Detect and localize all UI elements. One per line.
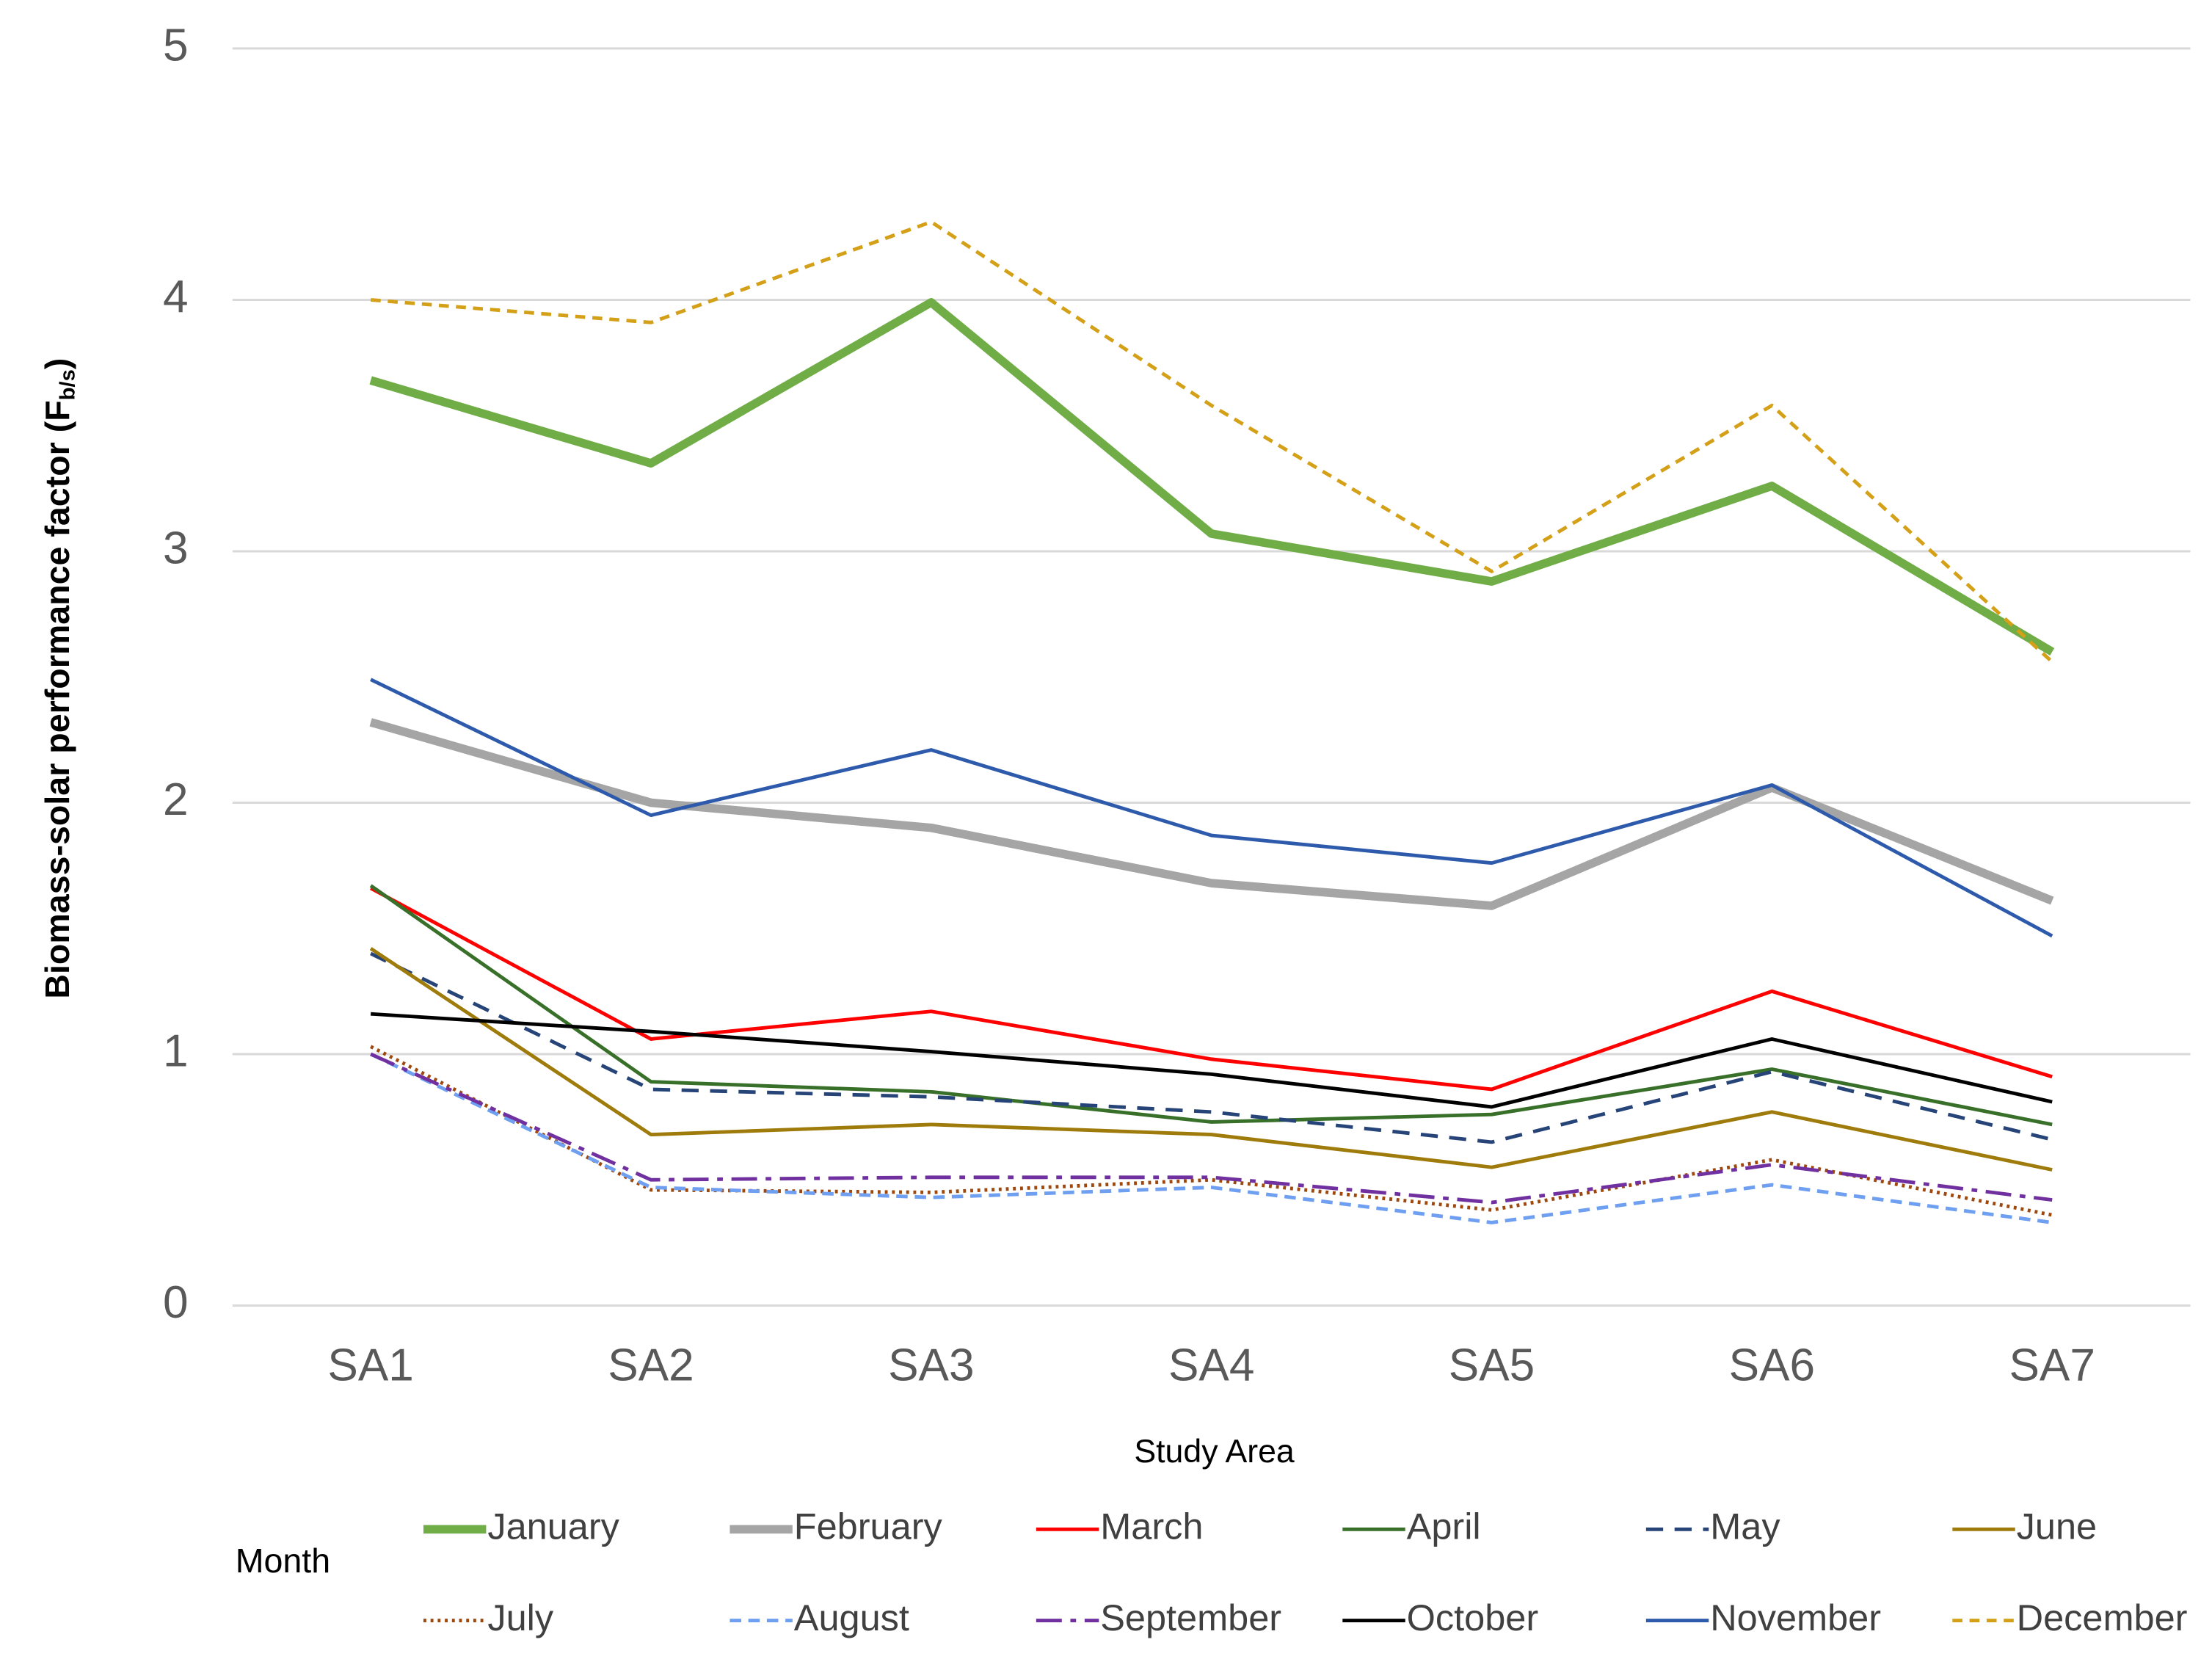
- legend-label: July: [487, 1597, 554, 1638]
- series-line: [370, 1012, 2053, 1109]
- x-tick-label: SA3: [888, 1340, 974, 1390]
- legend-title: Month: [236, 1542, 330, 1580]
- series-line: [369, 298, 2055, 656]
- series-line: [370, 678, 2053, 938]
- legend-label: February: [794, 1506, 943, 1547]
- series-line: [369, 884, 2053, 1127]
- x-tick-label: SA7: [2009, 1340, 2095, 1390]
- x-tick-label: SA5: [1449, 1340, 1535, 1390]
- legend-label: April: [1407, 1506, 1481, 1547]
- x-tick-label: SA1: [327, 1340, 413, 1390]
- series-line: [369, 886, 2053, 1092]
- y-axis-title-main: Biomass-solar performance factor (F: [38, 400, 76, 998]
- y-tick-label: 1: [163, 1025, 189, 1076]
- x-tick-label: SA4: [1168, 1340, 1254, 1390]
- legend-label: November: [1710, 1597, 1881, 1638]
- y-tick-label: 5: [163, 20, 189, 70]
- series-line: [370, 219, 2053, 664]
- y-tick-label: 0: [163, 1277, 189, 1328]
- legend-label: May: [1710, 1506, 1780, 1547]
- legend-label: October: [1407, 1597, 1539, 1638]
- y-axis-title-end: ): [38, 358, 76, 370]
- x-tick-label: SA2: [608, 1340, 694, 1390]
- legend-label: January: [487, 1506, 619, 1547]
- legend-label: December: [2017, 1597, 2188, 1638]
- y-axis-title: Biomass-solar performance factor (Fb/s): [38, 358, 79, 999]
- legend-label: March: [1100, 1506, 1203, 1547]
- y-tick-label: 4: [163, 272, 189, 322]
- legend-label: June: [2017, 1506, 2097, 1547]
- legend-label: August: [794, 1597, 909, 1638]
- series-line: [370, 1045, 2053, 1217]
- legend-label: September: [1100, 1597, 1281, 1638]
- y-tick-label: 3: [163, 523, 189, 573]
- y-axis-title-sub: b/s: [56, 369, 79, 400]
- series-line: [369, 718, 2054, 910]
- series-line: [370, 1052, 2053, 1224]
- series-line: [369, 947, 2053, 1172]
- series-line: [370, 1052, 2053, 1205]
- x-axis-title: Study Area: [1134, 1434, 1295, 1470]
- y-tick-label: 2: [163, 774, 189, 825]
- x-tick-label: SA6: [1729, 1340, 1815, 1390]
